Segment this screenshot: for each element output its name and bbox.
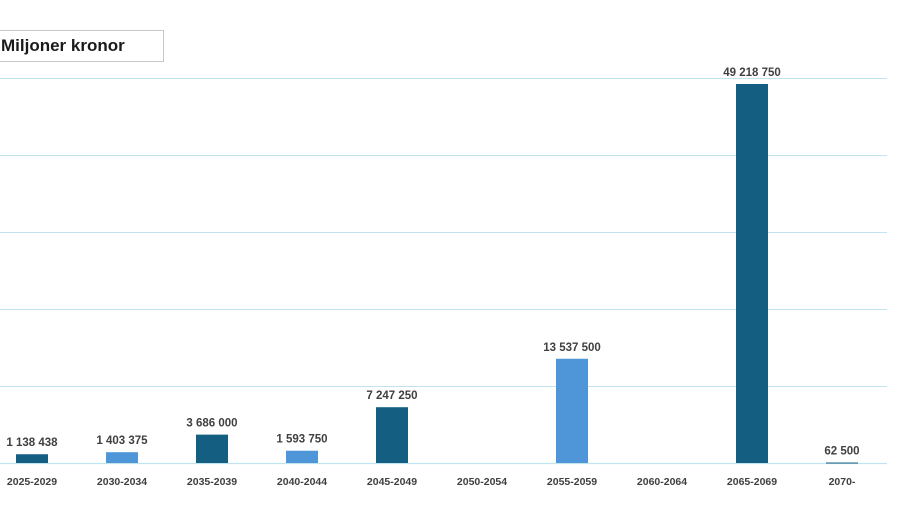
unit-label: Miljoner kronor [1,36,125,55]
x-tick-label: 2025-2029 [7,476,57,488]
bar [826,462,858,464]
data-label: 1 138 438 [6,437,58,449]
bar [16,454,48,463]
data-label: 7 247 250 [366,390,417,402]
data-label: 13 537 500 [543,342,601,354]
data-label: 62 500 [824,446,859,458]
bar [556,358,588,463]
bar [376,407,408,463]
x-tick-label: 2070- [829,476,856,488]
x-tick-label: 2035-2039 [187,476,237,488]
data-label: 49 218 750 [723,67,781,79]
x-tick-label: 2060-2064 [637,476,687,488]
data-label: 3 686 000 [186,418,237,430]
x-tick-label: 2040-2044 [277,476,327,488]
data-label: 1 593 750 [276,434,327,446]
bar [196,434,228,463]
x-axis-labels: 2025-2029 2030-2034 2035-2039 2040-2044 2045… [7,476,856,488]
bar [106,452,138,463]
bar [736,84,768,463]
x-tick-label: 2065-2069 [727,476,777,488]
data-labels: 1 138 438 1 403 375 3 686 000 1 593 750 7 24… [6,67,859,458]
x-tick-label: 2055-2059 [547,476,597,488]
data-label: 1 403 375 [96,435,148,447]
bars [16,84,858,464]
x-tick-label: 2050-2054 [457,476,507,488]
x-tick-label: 2045-2049 [367,476,417,488]
bar [286,450,318,463]
unit-label-box: Miljoner kronor [0,30,164,62]
x-tick-label: 2030-2034 [97,476,147,488]
